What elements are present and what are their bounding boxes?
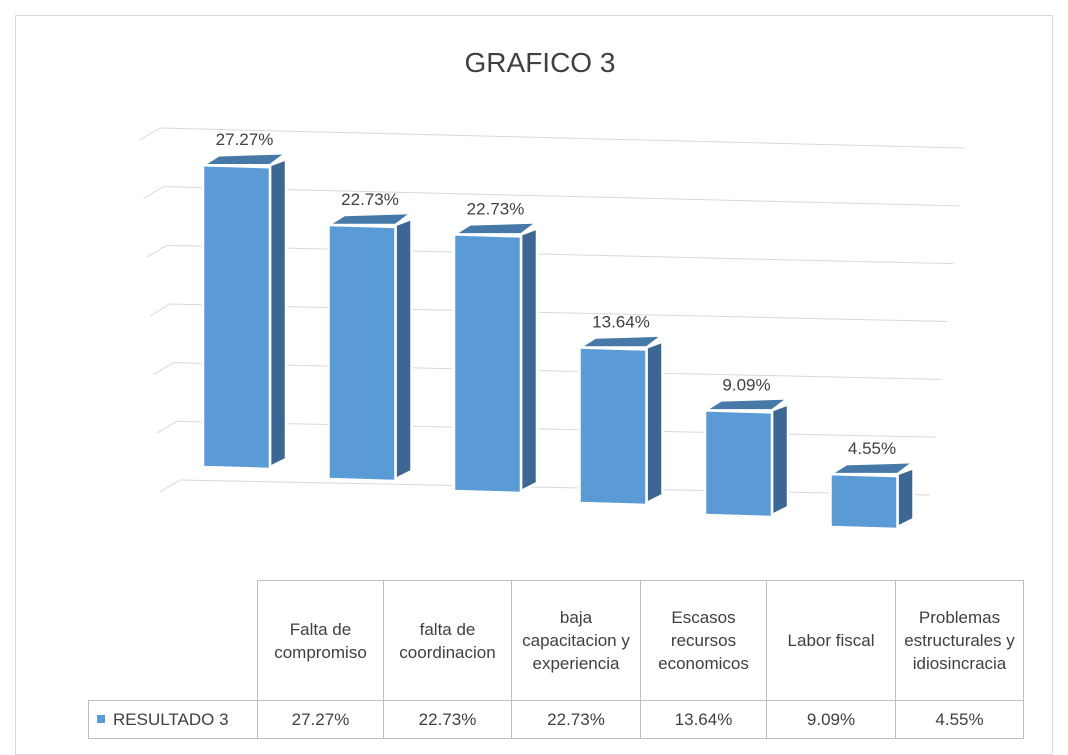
data-label: 22.73%: [467, 199, 525, 218]
grid-wall-line: [153, 362, 174, 376]
table-category: falta de coordinacion: [383, 580, 512, 701]
bar: [198, 151, 290, 471]
data-table: Falta de compromiso falta de coordinacion…: [88, 580, 1024, 739]
data-label: 4.55%: [848, 439, 896, 458]
bar-front: [452, 233, 523, 495]
bar-side: [268, 157, 288, 470]
bar-front: [829, 472, 899, 531]
data-label: 9.09%: [722, 375, 770, 394]
bar: [324, 211, 416, 483]
table-value: 4.55%: [895, 700, 1024, 739]
data-label: 27.27%: [216, 130, 274, 149]
bar: [826, 460, 918, 531]
grid-wall-line: [139, 127, 161, 141]
bar-front: [703, 409, 774, 519]
table-value: 27.27%: [257, 700, 384, 739]
table-category: Escasos recursos economicos: [640, 580, 767, 701]
data-label: 22.73%: [341, 190, 399, 209]
table-value: 22.73%: [383, 700, 512, 739]
bar-side: [519, 226, 539, 494]
bar-top: [449, 221, 541, 236]
table-category: Problemas estructurales y idiosincracia: [895, 580, 1024, 701]
bar-side: [896, 466, 915, 530]
bar-front: [201, 163, 272, 471]
bar-top: [575, 334, 667, 349]
bar-side: [645, 339, 664, 506]
bar-side: [770, 402, 790, 518]
bar-side: [394, 217, 413, 482]
bar: [449, 221, 541, 495]
grid-line: [176, 420, 936, 438]
table-corner: [88, 580, 258, 701]
bar: [575, 334, 667, 507]
grid-wall-line: [149, 303, 171, 317]
chart-title: GRAFICO 3: [465, 47, 616, 78]
legend-label: RESULTADO 3: [113, 710, 229, 729]
grid-line: [163, 186, 960, 207]
legend-cell: RESULTADO 3: [88, 700, 258, 739]
grid-line: [173, 362, 942, 380]
bar-top: [198, 151, 290, 167]
chart: GRAFICO 3 27.27% 22.73% 22.73% 13.64% 9.09% 4…: [139, 47, 966, 531]
table-category: Labor fiscal: [766, 580, 896, 701]
table-value: 9.09%: [766, 700, 896, 739]
grid-wall-line: [156, 420, 177, 434]
bar-top: [324, 211, 416, 227]
grid-wall-line: [143, 186, 164, 200]
bar-top: [700, 397, 792, 412]
data-label: 13.64%: [592, 313, 650, 332]
table-value: 22.73%: [511, 700, 641, 739]
bar: [700, 397, 792, 519]
table-category: Falta de compromiso: [257, 580, 384, 701]
legend-swatch: [97, 715, 105, 723]
bar-top: [826, 460, 918, 476]
bar-front: [327, 223, 397, 483]
grid-wall-line: [146, 244, 167, 258]
grid-line: [159, 127, 966, 149]
bar-front: [578, 346, 648, 507]
grid-wall-line: [159, 479, 181, 493]
table-category: baja capacitacion y experiencia: [511, 580, 641, 701]
grid-line: [166, 244, 954, 265]
grid-line: [169, 303, 948, 322]
grid-line: [179, 479, 931, 496]
table-value: 13.64%: [640, 700, 767, 739]
